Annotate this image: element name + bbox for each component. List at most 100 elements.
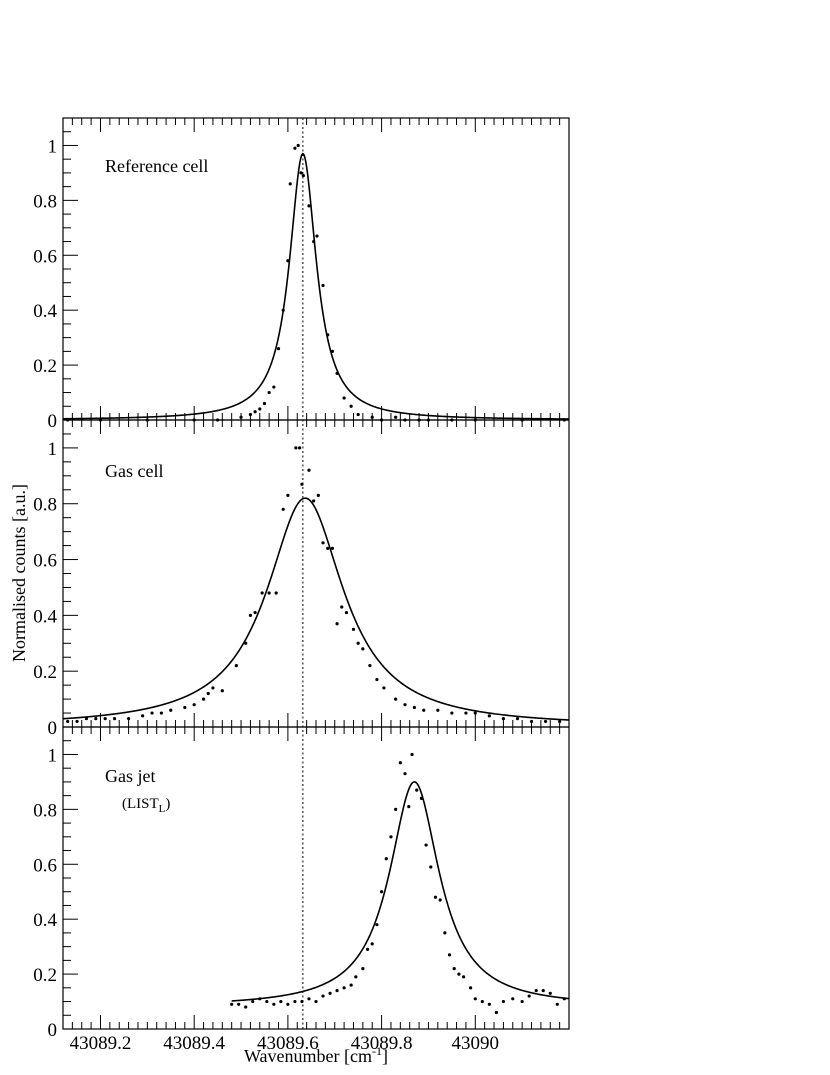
data-point <box>511 997 515 1001</box>
data-point <box>248 613 253 617</box>
data-point <box>84 717 89 721</box>
data-point <box>206 691 210 696</box>
sublabel-end: ) <box>165 796 170 812</box>
data-point <box>272 1002 276 1006</box>
data-point <box>384 857 388 861</box>
y-axis-title: Normalised counts [a.u.] <box>9 484 29 662</box>
data-point <box>433 895 438 899</box>
panel-gas-jet: 0 0.2 0.4 0.6 0.8 1 Gas jet (LISTL) <box>33 726 570 1041</box>
data-point <box>326 546 330 550</box>
data-point <box>159 711 163 715</box>
x-tick-label: 43089.6 <box>257 1033 319 1054</box>
data-point <box>361 647 365 651</box>
y-tick-label: 0 <box>48 718 58 739</box>
data-point <box>286 493 290 497</box>
data-point <box>370 415 374 419</box>
data-point <box>294 446 298 450</box>
data-point <box>365 947 370 951</box>
data-point <box>473 997 477 1001</box>
data-point <box>296 143 300 148</box>
data-point <box>220 689 224 693</box>
y-tick-label: 0 <box>48 411 58 432</box>
y-tick-label: 0 <box>48 1020 58 1041</box>
data-point <box>335 371 339 375</box>
panel-sublabel: (LISTL) <box>122 796 170 815</box>
y-tick-label: 0.2 <box>33 662 57 683</box>
data-point <box>286 259 290 263</box>
y-tick-label: 0.6 <box>33 551 57 572</box>
x-tick-label: 43090 <box>452 1033 500 1054</box>
data-point <box>141 714 145 718</box>
y-tick-label: 0.4 <box>33 606 57 627</box>
data-point <box>562 997 566 1001</box>
data-point <box>382 686 386 690</box>
data-point <box>447 953 452 957</box>
sublabel-main: (LIST <box>122 796 159 812</box>
panel-gas-cell: 0 0.2 0.4 0.6 0.8 1 Gas cell <box>33 419 570 739</box>
data-point <box>548 991 552 995</box>
data-point <box>112 717 117 721</box>
y-tick-label: 0.4 <box>33 910 57 931</box>
data-point <box>307 204 311 208</box>
data-point <box>321 541 325 545</box>
panel-label: Gas cell <box>105 461 163 481</box>
data-point <box>265 999 269 1004</box>
data-point <box>394 807 398 811</box>
data-point <box>316 493 320 497</box>
data-point <box>321 994 325 998</box>
x-axis-title-main: Wavenumber [cm <box>244 1046 372 1066</box>
data-point <box>150 711 154 715</box>
data-point <box>293 146 297 150</box>
data-point <box>407 805 411 809</box>
data-point <box>75 719 79 724</box>
y-tick-label: 0.4 <box>33 301 57 322</box>
data-point <box>274 591 278 595</box>
x-tick-label: 43089.2 <box>70 1033 132 1054</box>
y-tick-label: 0.2 <box>33 965 57 986</box>
data-point <box>279 999 283 1004</box>
y-tick-label: 0.6 <box>33 855 57 876</box>
data-point <box>415 788 419 792</box>
data-point <box>349 983 353 987</box>
data-point <box>527 994 531 998</box>
y-tick-label: 0.2 <box>33 356 57 377</box>
x-axis-title-superscript: -1 <box>372 1044 382 1058</box>
x-tick-label: 43089.4 <box>163 1033 225 1054</box>
data-point <box>335 622 339 626</box>
data-point <box>253 610 257 615</box>
data-point <box>457 972 461 976</box>
data-point <box>244 1005 248 1009</box>
data-point <box>379 890 384 894</box>
data-point <box>452 967 456 971</box>
data-point <box>368 664 372 668</box>
data-point <box>312 239 316 244</box>
data-point <box>211 686 215 690</box>
data-point <box>314 999 318 1004</box>
data-point <box>487 714 491 718</box>
data-point <box>429 865 433 869</box>
data-point <box>281 308 285 312</box>
data-point <box>237 1002 241 1006</box>
data-point <box>450 711 454 715</box>
data-point <box>422 708 426 712</box>
data-point <box>342 986 346 990</box>
panel-label: Gas jet <box>105 766 155 786</box>
data-point <box>330 349 334 353</box>
data-point <box>307 468 311 472</box>
data-point <box>234 664 238 668</box>
data-point <box>487 1002 491 1006</box>
data-point <box>321 283 325 288</box>
data-point <box>443 931 447 935</box>
data-point <box>370 942 374 946</box>
data-point <box>251 999 255 1004</box>
data-point <box>230 1002 234 1006</box>
data-point <box>260 591 264 595</box>
data-point <box>403 772 407 776</box>
data-point <box>389 835 393 839</box>
data-point <box>473 711 477 715</box>
x-axis-title: Wavenumber [cm-1] <box>244 1044 388 1066</box>
data-point <box>94 717 98 721</box>
data-point <box>340 605 344 609</box>
data-point <box>286 1002 290 1006</box>
data-point <box>558 719 562 724</box>
